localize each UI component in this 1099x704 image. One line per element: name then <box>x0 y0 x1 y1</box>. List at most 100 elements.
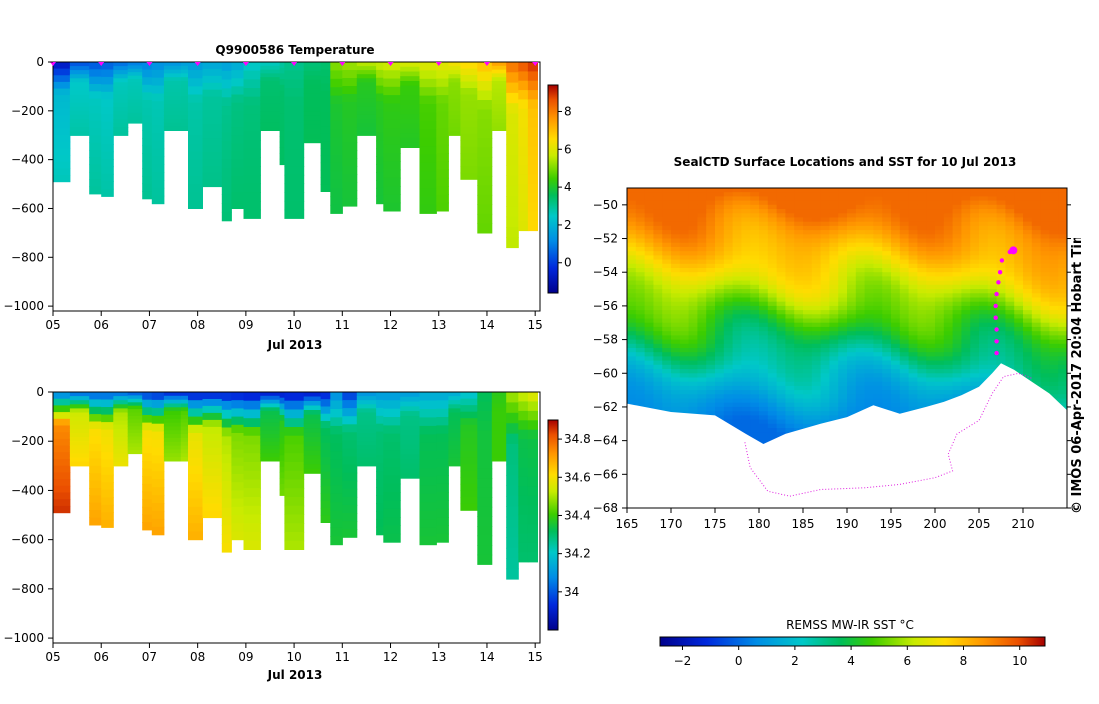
sst-cell <box>741 247 750 252</box>
profile-cell <box>477 166 492 176</box>
sst-cell <box>900 255 909 260</box>
profile-cell <box>492 434 507 438</box>
sst-cell <box>838 230 847 235</box>
profile-cell <box>420 79 437 88</box>
sst-cell <box>715 382 724 387</box>
profile-cell <box>321 392 331 400</box>
sst-cell <box>812 239 821 244</box>
sst-cell <box>882 348 891 353</box>
profile-cell <box>181 457 189 461</box>
sst-cell <box>970 352 979 357</box>
sst-cell <box>997 196 1006 201</box>
profile-cell <box>460 471 477 478</box>
sst-cell <box>909 323 918 328</box>
sst-cell <box>636 327 645 332</box>
profile-cell <box>188 103 203 112</box>
sst-cell <box>882 226 891 231</box>
sst-cell <box>1005 230 1014 235</box>
sst-cell <box>724 281 733 286</box>
sst-cell <box>803 310 812 315</box>
sst-cell <box>750 243 759 248</box>
profile-cell <box>357 70 377 75</box>
profile-cell <box>164 442 181 446</box>
sst-cell <box>715 340 724 345</box>
profile-cell <box>70 458 90 463</box>
sst-cell <box>997 205 1006 210</box>
profile-cell <box>304 397 321 402</box>
sst-cell <box>803 411 812 416</box>
profile-cell <box>53 155 70 162</box>
profile-cell <box>528 202 538 212</box>
sst-cell <box>961 272 970 277</box>
profile-cell <box>528 505 538 515</box>
sst-cell <box>829 298 838 303</box>
sst-cell <box>636 314 645 319</box>
profile-cell <box>164 457 181 461</box>
sst-cell <box>1014 306 1023 311</box>
sst-cell <box>645 302 654 307</box>
sst-cell <box>926 319 935 324</box>
y-tick-label: −1000 <box>3 631 44 645</box>
profile-cell <box>188 425 203 434</box>
sst-cell <box>873 188 882 193</box>
sst-cell <box>706 369 715 374</box>
profile-cell <box>383 409 400 418</box>
sst-cell <box>724 378 733 383</box>
sst-cell <box>706 239 715 244</box>
profile-cell <box>222 168 232 177</box>
sst-cell <box>891 255 900 260</box>
sst-cell <box>697 226 706 231</box>
sst-cell <box>1023 310 1032 315</box>
sst-cell <box>706 264 715 269</box>
profile-cell <box>383 450 400 459</box>
profile-cell <box>260 123 280 127</box>
profile-cell <box>164 400 181 404</box>
x-tick-label: 11 <box>335 650 350 664</box>
sst-cell <box>715 399 724 404</box>
profile-cell <box>460 88 477 95</box>
sst-cell <box>785 415 794 420</box>
profile-cell <box>376 149 384 158</box>
profile-cell <box>400 124 420 129</box>
profile-cell <box>101 99 114 107</box>
sst-cell <box>865 276 874 281</box>
profile-cell <box>231 111 244 120</box>
sst-cell <box>759 378 768 383</box>
sst-cell <box>733 247 742 252</box>
sst-cell <box>909 306 918 311</box>
profile-cell <box>304 98 321 103</box>
sst-cell <box>838 302 847 307</box>
sst-cell <box>759 239 768 244</box>
profile-cell <box>357 404 377 409</box>
profile-cell <box>152 479 165 488</box>
sst-cell <box>821 394 830 399</box>
profile-cell <box>164 89 181 93</box>
sst-cell <box>961 264 970 269</box>
sst-cell <box>970 344 979 349</box>
sst-cell <box>1014 352 1023 357</box>
sst-cell <box>944 378 953 383</box>
profile-cell <box>383 434 400 443</box>
sst-cell <box>671 361 680 366</box>
sst-cell <box>777 188 786 193</box>
sst-cell <box>944 323 953 328</box>
profile-cell <box>280 484 285 490</box>
sst-cell <box>909 226 918 231</box>
sst-cell <box>627 331 636 336</box>
sst-cell <box>856 276 865 281</box>
sst-cell <box>653 281 662 286</box>
sst-cell <box>636 230 645 235</box>
profile-cell <box>181 104 189 108</box>
sst-cell <box>759 399 768 404</box>
sst-cell <box>662 352 671 357</box>
y-tick-label: −1000 <box>3 299 44 313</box>
sst-cell <box>750 344 759 349</box>
profile-cell <box>152 432 165 441</box>
profile-cell <box>448 445 461 450</box>
sst-cell <box>1005 196 1014 201</box>
sst-cell <box>953 331 962 336</box>
sst-cell <box>671 264 680 269</box>
sst-cell <box>671 310 680 315</box>
profile-cell <box>244 140 261 149</box>
sst-cell <box>873 201 882 206</box>
